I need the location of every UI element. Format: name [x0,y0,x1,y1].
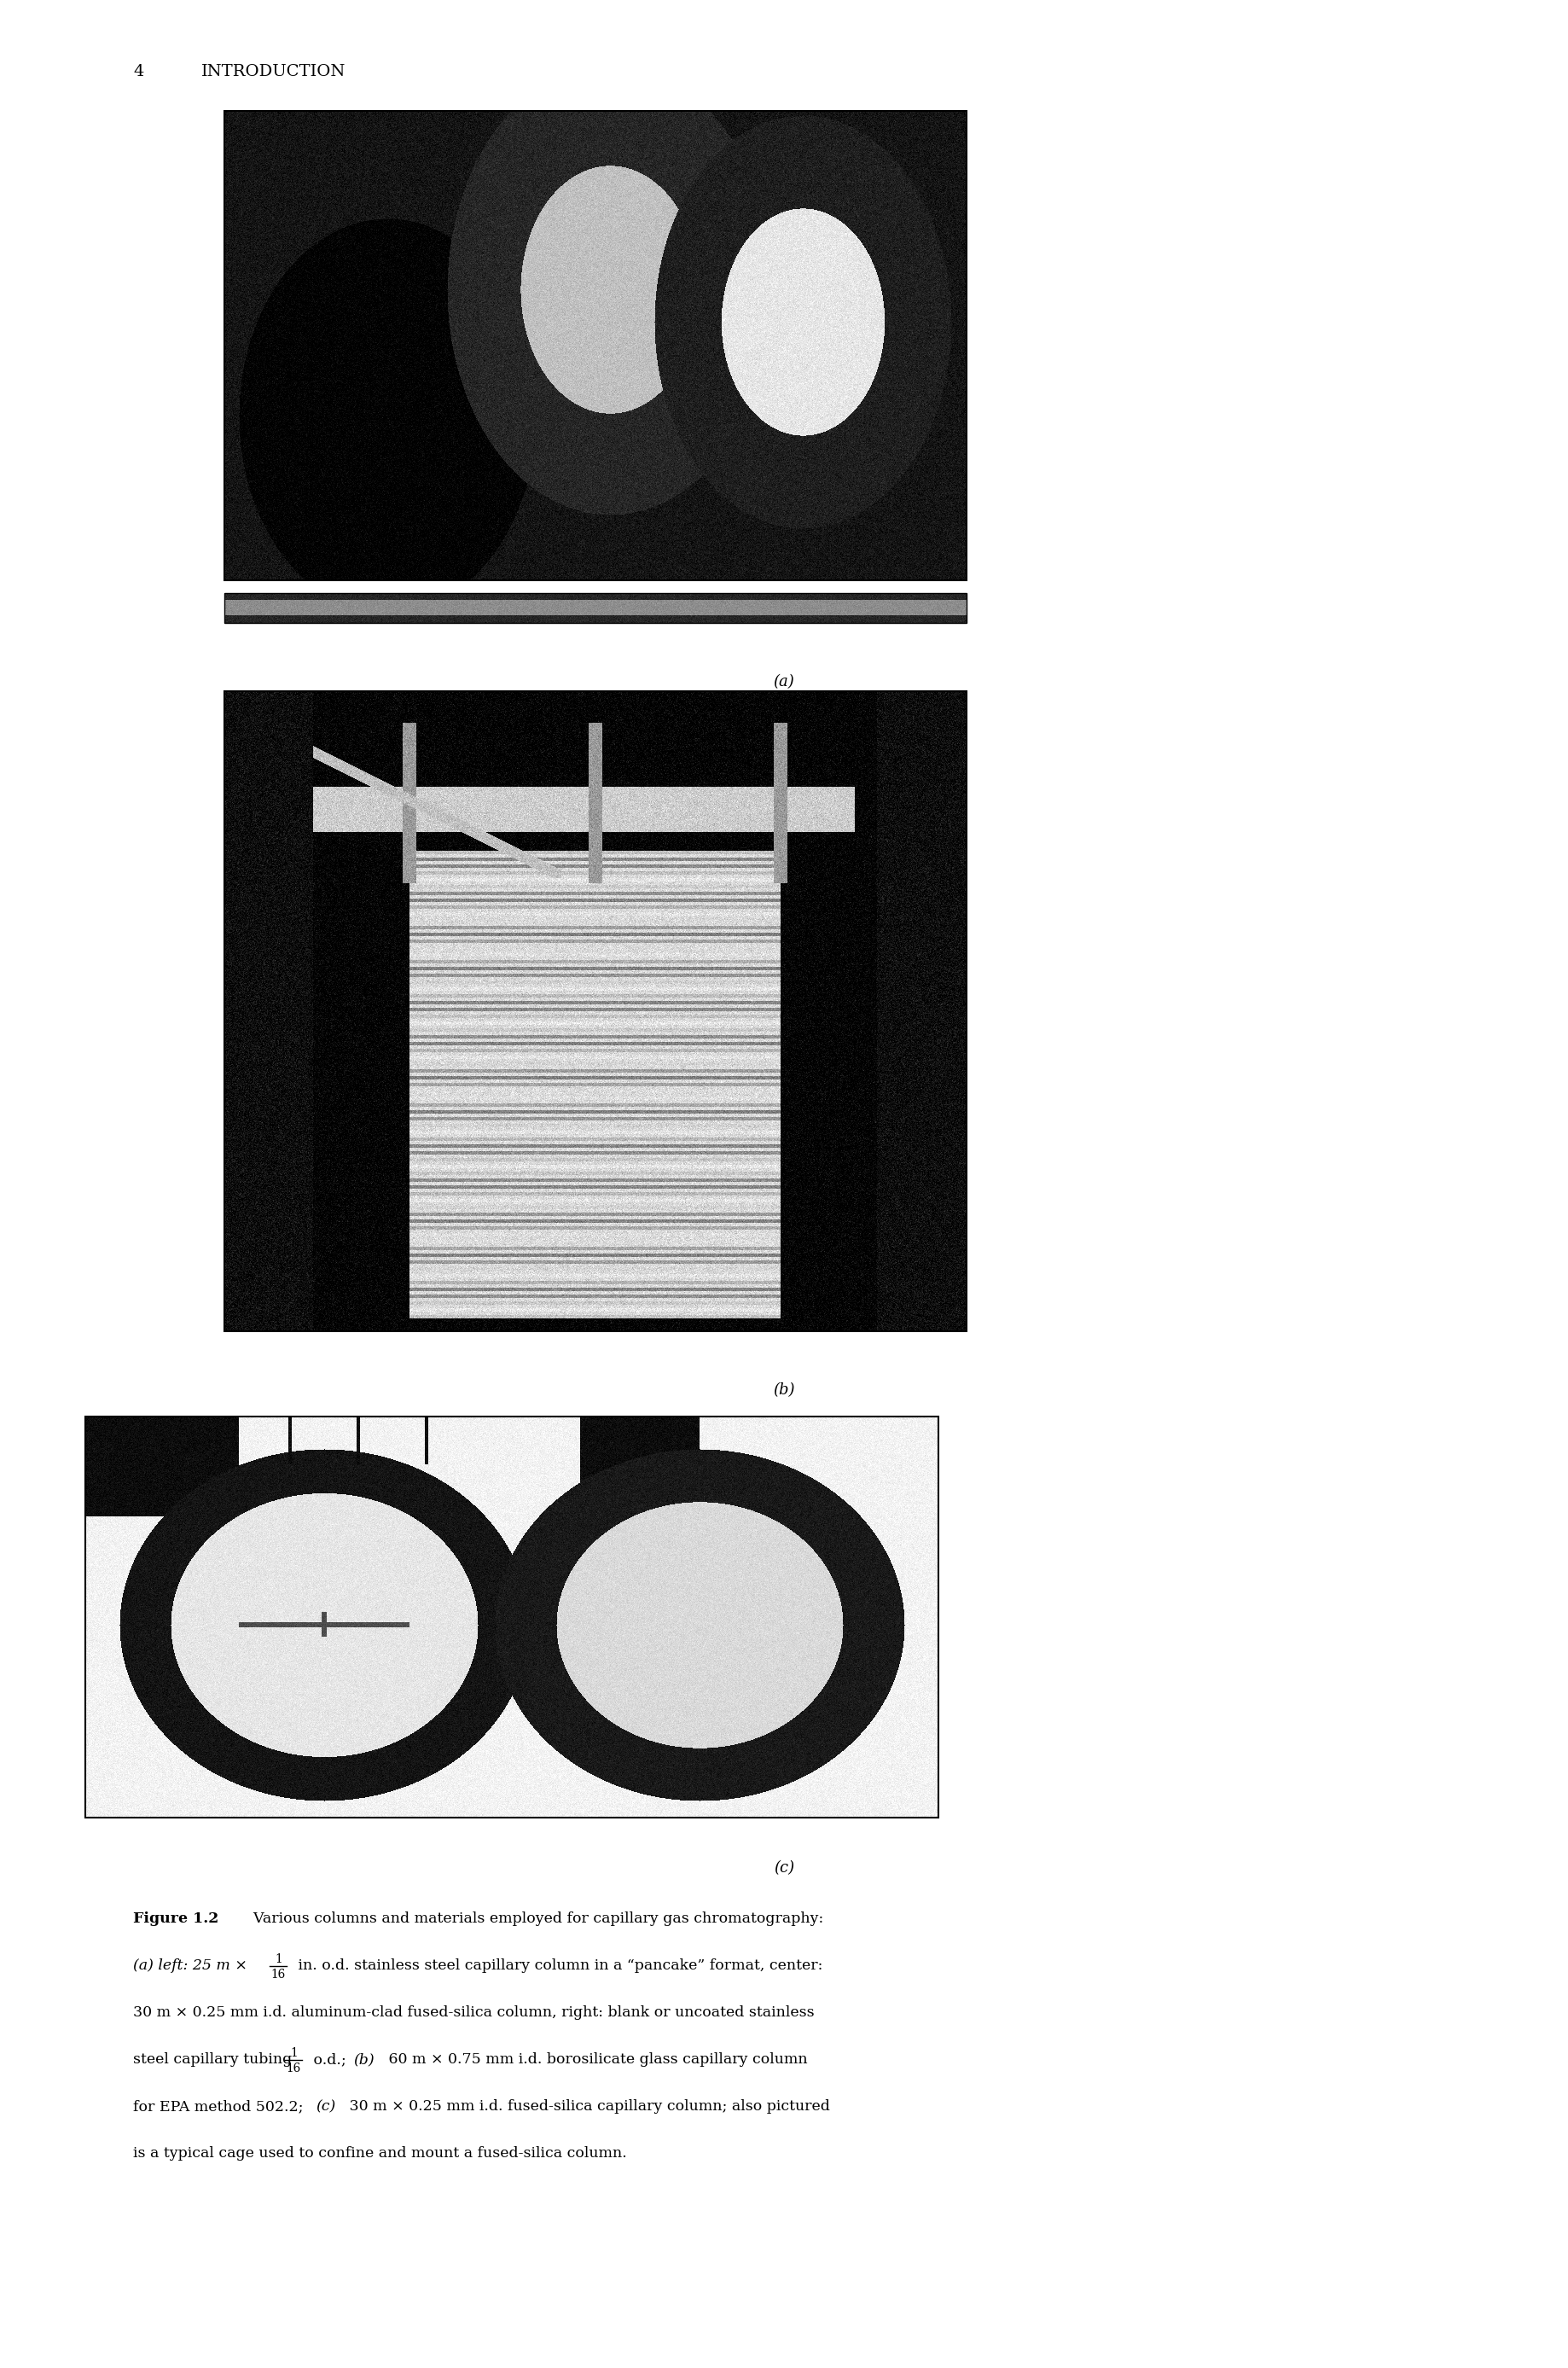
Text: (c): (c) [315,2098,336,2115]
Text: INTRODUCTION: INTRODUCTION [202,64,347,81]
Text: for EPA method 502.2;: for EPA method 502.2; [133,2098,309,2115]
Text: steel capillary tubing: steel capillary tubing [133,2053,296,2067]
Bar [224,691,966,1331]
Text: (b): (b) [353,2053,375,2067]
Text: is a typical cage used to confine and mount a fused-silica column.: is a typical cage used to confine and mo… [133,2145,627,2160]
Text: o.d.;: o.d.; [309,2053,351,2067]
Text: 16: 16 [287,2063,301,2074]
Text: 16: 16 [271,1968,285,1980]
Text: (c): (c) [773,1861,795,1875]
Text: 1: 1 [290,2048,298,2060]
Text: 4: 4 [133,64,144,81]
Bar [224,592,966,623]
Text: (a) left: 25 m ×: (a) left: 25 m × [133,1958,252,1973]
Text: 30 m × 0.25 mm i.d. aluminum-clad fused-silica column, right: blank or uncoated : 30 m × 0.25 mm i.d. aluminum-clad fused-… [133,2006,815,2020]
Text: 30 m × 0.25 mm i.d. fused-silica capillary column; also pictured: 30 m × 0.25 mm i.d. fused-silica capilla… [345,2098,829,2115]
Text: 60 m × 0.75 mm i.d. borosilicate glass capillary column: 60 m × 0.75 mm i.d. borosilicate glass c… [384,2053,808,2067]
Bar [224,111,966,580]
Text: 1: 1 [274,1954,282,1965]
Text: (b): (b) [773,1383,795,1397]
Text: Various columns and materials employed for capillary gas chromatography:: Various columns and materials employed f… [245,1911,823,1925]
Text: (a): (a) [773,675,795,689]
Bar [85,1416,938,1819]
Text: in. o.d. stainless steel capillary column in a “pancake” format, center:: in. o.d. stainless steel capillary colum… [293,1958,823,1973]
Text: Figure 1.2: Figure 1.2 [133,1911,220,1925]
